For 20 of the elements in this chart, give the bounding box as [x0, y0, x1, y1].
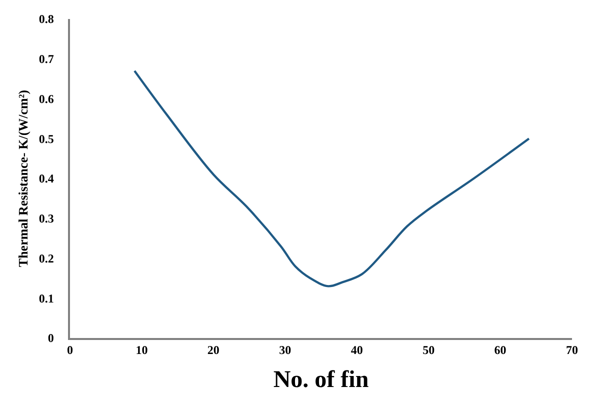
y-tick-label: 0.6	[38, 92, 54, 106]
y-tick-label: 0	[48, 331, 54, 346]
y-tick-label: 0.3	[38, 212, 54, 226]
x-tick-label: 0	[67, 343, 73, 358]
x-tick-label: 70	[566, 343, 578, 358]
y-tick-label: 0.1	[38, 291, 54, 306]
x-tick-label: 10	[136, 343, 148, 358]
y-tick-label: 0.8	[38, 12, 54, 26]
y-tick-label: 0.7	[38, 52, 54, 66]
y-axis-title: Thermal Resistance- K/(W/cm²)	[15, 90, 30, 268]
x-tick-label: 40	[350, 343, 363, 358]
line-series	[133, 70, 530, 288]
y-tick-label: 0.2	[38, 251, 54, 266]
y-tick-label: 0.5	[38, 132, 54, 146]
x-tick-label: 30	[279, 343, 292, 358]
y-tick-label: 0.4	[38, 172, 54, 186]
x-axis-title: No. of fin	[273, 366, 369, 393]
x-tick-label: 60	[494, 343, 506, 358]
x-tick-label: 20	[207, 343, 220, 358]
x-tick-label: 50	[422, 343, 435, 358]
